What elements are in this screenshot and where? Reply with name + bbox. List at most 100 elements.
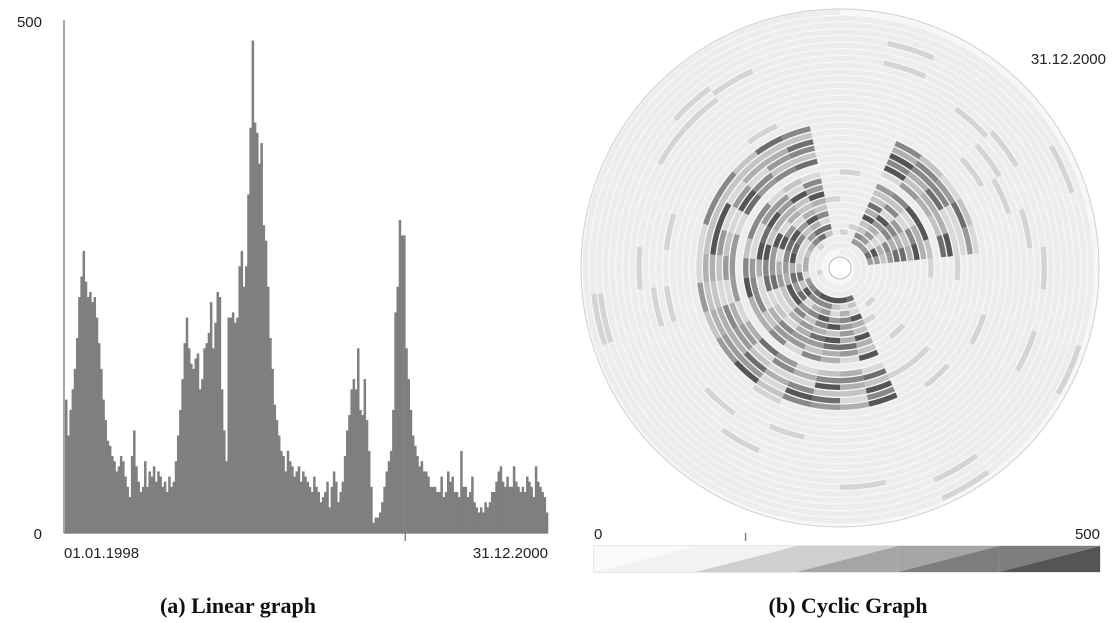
spiral-segment [867,132,897,146]
spiral-segment [839,434,877,444]
spiral-segment [853,197,870,207]
spiral-segment [692,38,740,69]
spiral-segment [929,183,950,208]
spiral-segment [714,377,744,405]
spiral-segment [677,182,697,217]
spiral-segment [905,116,938,139]
spiral-segment [787,210,802,224]
bar [194,358,198,533]
spiral-segment [812,136,841,145]
scale-swatch [897,546,999,572]
spiral-segment [849,216,862,225]
spiral-segment [1054,141,1081,192]
spiral-segment [786,283,796,297]
spiral-segment [951,307,968,336]
spiral-segment [839,62,883,73]
spiral-segment [795,362,819,375]
spiral-segment [911,410,947,434]
spiral-segment [919,426,959,453]
spiral-segment [759,73,800,92]
spiral-segment [960,254,967,282]
spiral-segment [776,248,785,262]
spiral-segment [745,41,793,62]
bar [482,512,485,533]
spiral-segment [726,180,747,206]
spiral-segment [821,349,841,357]
spiral-segment [797,165,820,178]
spiral-segment [872,189,891,203]
spiral-segment [860,245,869,255]
spiral-segment [828,317,841,324]
spiral-segment [801,226,814,238]
spiral-segment [753,222,766,242]
spiral-segment [779,285,791,300]
bar [471,476,474,533]
spiral-segment [901,309,916,327]
spiral-segment [904,228,917,245]
spiral-segment [699,391,732,422]
spiral-segment [756,67,799,86]
spiral-segment [888,153,915,171]
spiral-segment [762,80,802,98]
spiral-segment [839,122,871,131]
spiral-segment [786,512,841,524]
scale-max-label: 500 [1075,526,1100,543]
spiral-segment [720,175,742,202]
spiral-segment [821,248,829,256]
spiral-segment [974,222,987,254]
spiral-segment [694,395,728,427]
spiral-segment [965,352,991,385]
bar [512,466,516,533]
spiral-segment [947,256,954,280]
spiral-segment [778,220,792,236]
spiral-segment [673,86,712,122]
spiral-segment [782,204,798,220]
spiral-segment [938,128,969,156]
spiral-segment [646,329,669,370]
spiral-segment [839,149,865,157]
bar [367,450,371,533]
spiral-segment [887,477,936,499]
spiral-segment [723,86,762,113]
spiral-segment [816,210,830,220]
spiral-segment [813,247,821,256]
spiral-segment [981,68,1023,107]
bar [532,497,536,533]
spiral-segment [943,385,975,415]
spiral-segment [756,276,766,294]
spiral-segment [943,279,954,304]
bar [117,466,121,533]
spiral-segment [658,70,700,108]
spiral-segment [829,216,841,223]
spiral-segment [809,122,841,132]
spiral-segment [735,15,788,37]
spiral-segment [693,350,718,382]
spiral-segment [817,314,830,323]
spiral-segment [865,380,893,394]
spiral-segment [930,237,940,259]
spiral-segment [1000,375,1032,416]
bar [269,338,272,533]
spiral-segment [962,194,980,225]
spiral-segment [709,199,726,228]
spiral-segment [936,458,982,489]
spiral-segment [884,53,930,73]
spiral-segment [974,421,1015,458]
bar [497,471,500,533]
spiral-segment [783,341,804,356]
spiral-segment [1032,289,1046,333]
spiral-segment [760,441,801,460]
spiral-segment [720,427,760,453]
spiral-segment [872,410,906,427]
spiral-segment [839,16,893,27]
spiral-segment [688,32,738,64]
bar [346,430,349,533]
spiral-segment [674,413,713,449]
spiral-segment [910,166,934,188]
spiral-segment [641,380,674,422]
spiral-segment [744,395,777,417]
spiral-segment [733,359,760,384]
spiral-segment [652,327,675,367]
bar [484,502,487,533]
spiral-segment [803,434,841,444]
